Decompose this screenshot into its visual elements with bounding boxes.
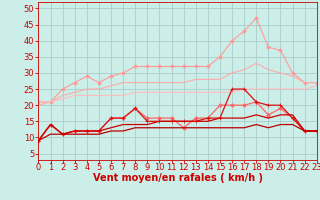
X-axis label: Vent moyen/en rafales ( km/h ): Vent moyen/en rafales ( km/h ) [92,173,263,183]
